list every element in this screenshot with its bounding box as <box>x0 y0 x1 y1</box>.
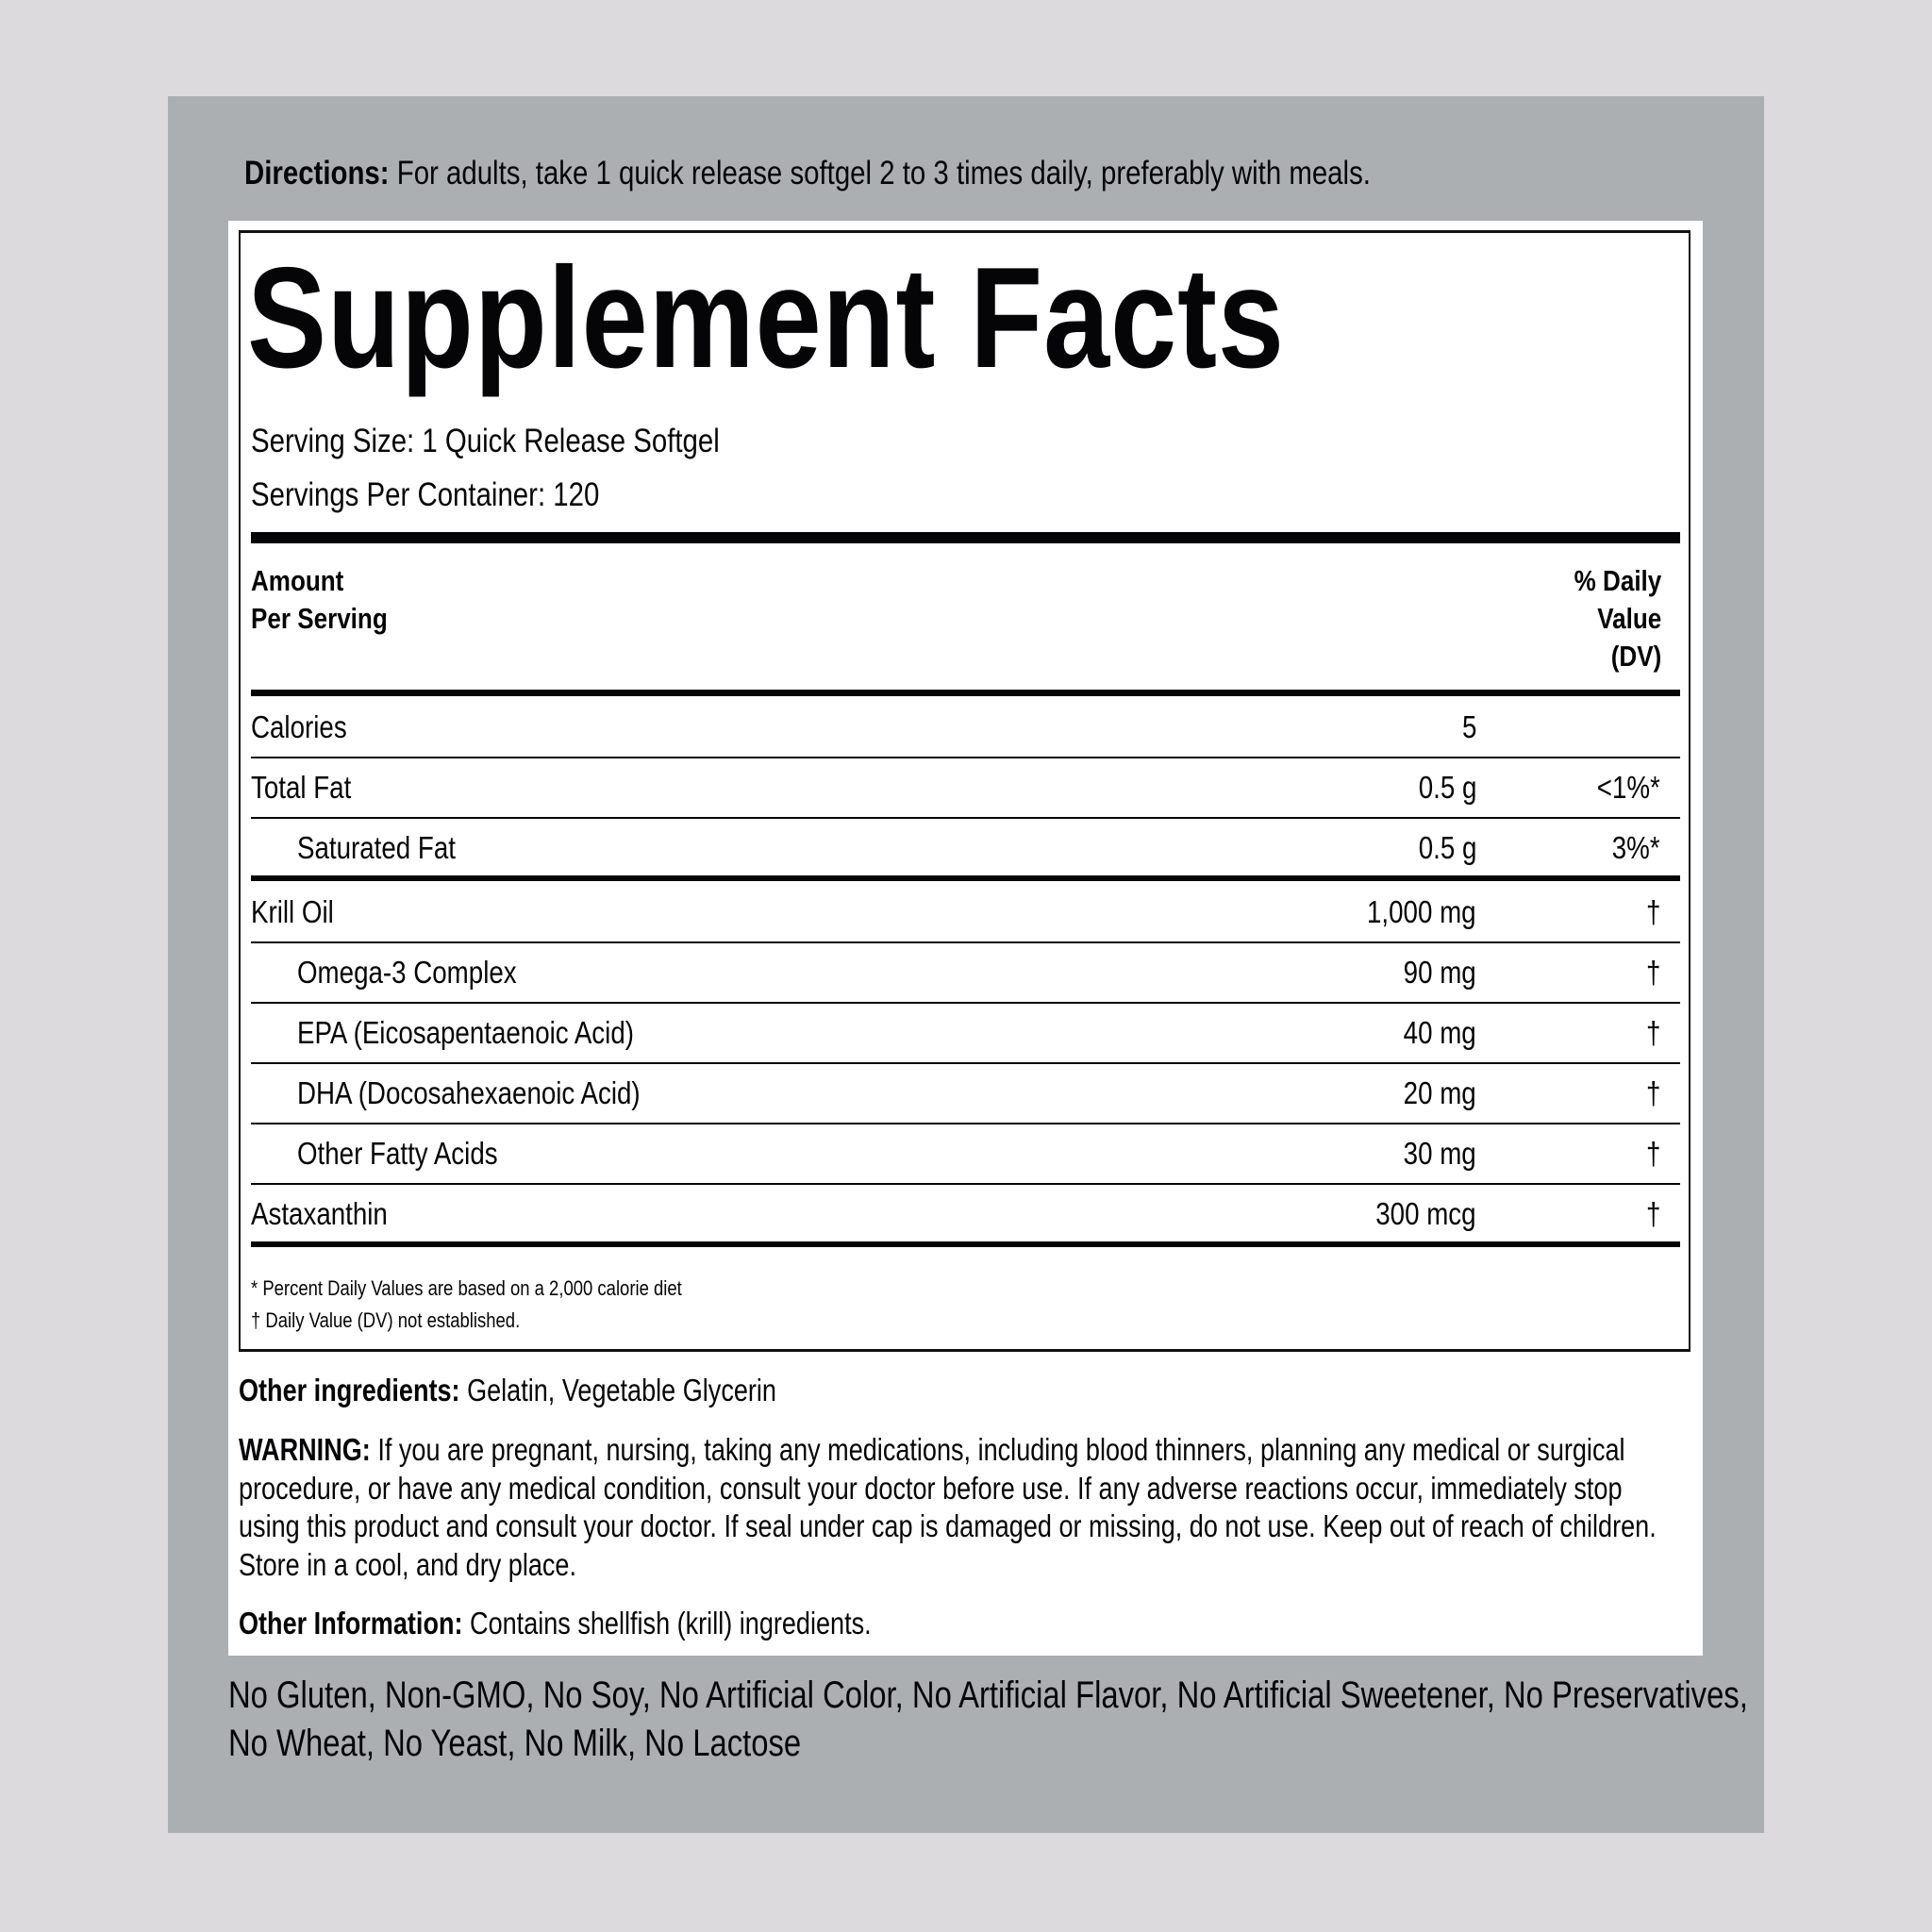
nutrient-name: DHA (Docosahexaenoic Acid) <box>297 1075 641 1110</box>
table-row: Total Fat 0.5 g <1%* <box>251 757 1680 817</box>
nutrient-amount: 90 mg <box>1403 955 1476 990</box>
nutrient-daily-value: † <box>1645 1136 1660 1171</box>
nutrient-daily-value: † <box>1645 894 1660 929</box>
table-row: Omega-3 Complex 90 mg † <box>251 941 1680 1002</box>
thick-divider <box>251 1241 1680 1247</box>
nutrient-name: Saturated Fat <box>297 830 456 865</box>
nutrient-amount: 1,000 mg <box>1367 894 1476 929</box>
directions: Directions: For adults, take 1 quick rel… <box>244 155 1371 192</box>
servings-per-container: Servings Per Container: 120 <box>251 476 600 513</box>
nutrient-daily-value: † <box>1645 1196 1660 1231</box>
supplement-facts-box <box>239 230 1690 1352</box>
nutrient-amount: 40 mg <box>1403 1015 1476 1050</box>
thick-divider <box>251 532 1680 543</box>
row-divider <box>251 1123 1680 1124</box>
row-divider <box>251 1002 1680 1004</box>
nutrient-daily-value: † <box>1645 1075 1660 1110</box>
table-row: Other Fatty Acids 30 mg † <box>251 1123 1680 1183</box>
table-row: EPA (Eicosapentaenoic Acid) 40 mg † <box>251 1002 1680 1062</box>
nutrient-daily-value: 3%* <box>1612 830 1660 865</box>
nutrient-name: Total Fat <box>251 770 352 805</box>
other-information: Other Information: Contains shellfish (k… <box>239 1606 872 1641</box>
nutrient-name: EPA (Eicosapentaenoic Acid) <box>297 1015 634 1050</box>
table-row: Astaxanthin 300 mcg † <box>251 1183 1680 1243</box>
nutrient-daily-value: † <box>1645 1015 1660 1050</box>
nutrient-name: Calories <box>251 709 347 744</box>
nutrient-amount: 20 mg <box>1403 1075 1476 1110</box>
footnotes: * Percent Daily Values are based on a 2,… <box>251 1276 682 1332</box>
row-divider <box>251 757 1680 758</box>
table-row: Krill Oil 1,000 mg † <box>251 881 1680 941</box>
page-title: Supplement Facts <box>247 238 1285 398</box>
amount-per-serving-header: Amount Per Serving <box>251 564 388 635</box>
table-row: Calories 5 <box>251 696 1680 757</box>
table-row: Saturated Fat 0.5 g 3%* <box>251 817 1680 877</box>
nutrient-amount: 300 mcg <box>1375 1196 1476 1231</box>
nutrient-name: Krill Oil <box>251 894 334 929</box>
nutrient-daily-value: <1%* <box>1596 770 1660 805</box>
nutrient-name: Other Fatty Acids <box>297 1136 498 1171</box>
daily-value-header: % Daily Value (DV) <box>1574 564 1661 673</box>
nutrient-daily-value: † <box>1645 955 1660 990</box>
nutrient-amount: 0.5 g <box>1418 770 1476 805</box>
nutrient-name: Astaxanthin <box>251 1196 388 1231</box>
free-from-claims: No Gluten, Non-GMO, No Soy, No Artificia… <box>228 1674 1748 1764</box>
row-divider <box>251 817 1680 819</box>
warning: WARNING: If you are pregnant, nursing, t… <box>239 1432 1657 1582</box>
other-ingredients: Other ingredients: Gelatin, Vegetable Gl… <box>239 1373 776 1407</box>
facts-area <box>228 221 1703 1656</box>
thick-divider <box>251 875 1680 881</box>
row-divider <box>251 941 1680 943</box>
nutrient-name: Omega-3 Complex <box>297 955 517 990</box>
row-divider <box>251 1062 1680 1064</box>
thick-divider <box>251 690 1680 696</box>
nutrient-amount: 5 <box>1461 709 1476 744</box>
table-row: DHA (Docosahexaenoic Acid) 20 mg † <box>251 1062 1680 1123</box>
nutrient-amount: 30 mg <box>1403 1136 1476 1171</box>
serving-size: Serving Size: 1 Quick Release Softgel <box>251 423 720 459</box>
row-divider <box>251 1183 1680 1185</box>
nutrient-amount: 0.5 g <box>1418 830 1476 865</box>
